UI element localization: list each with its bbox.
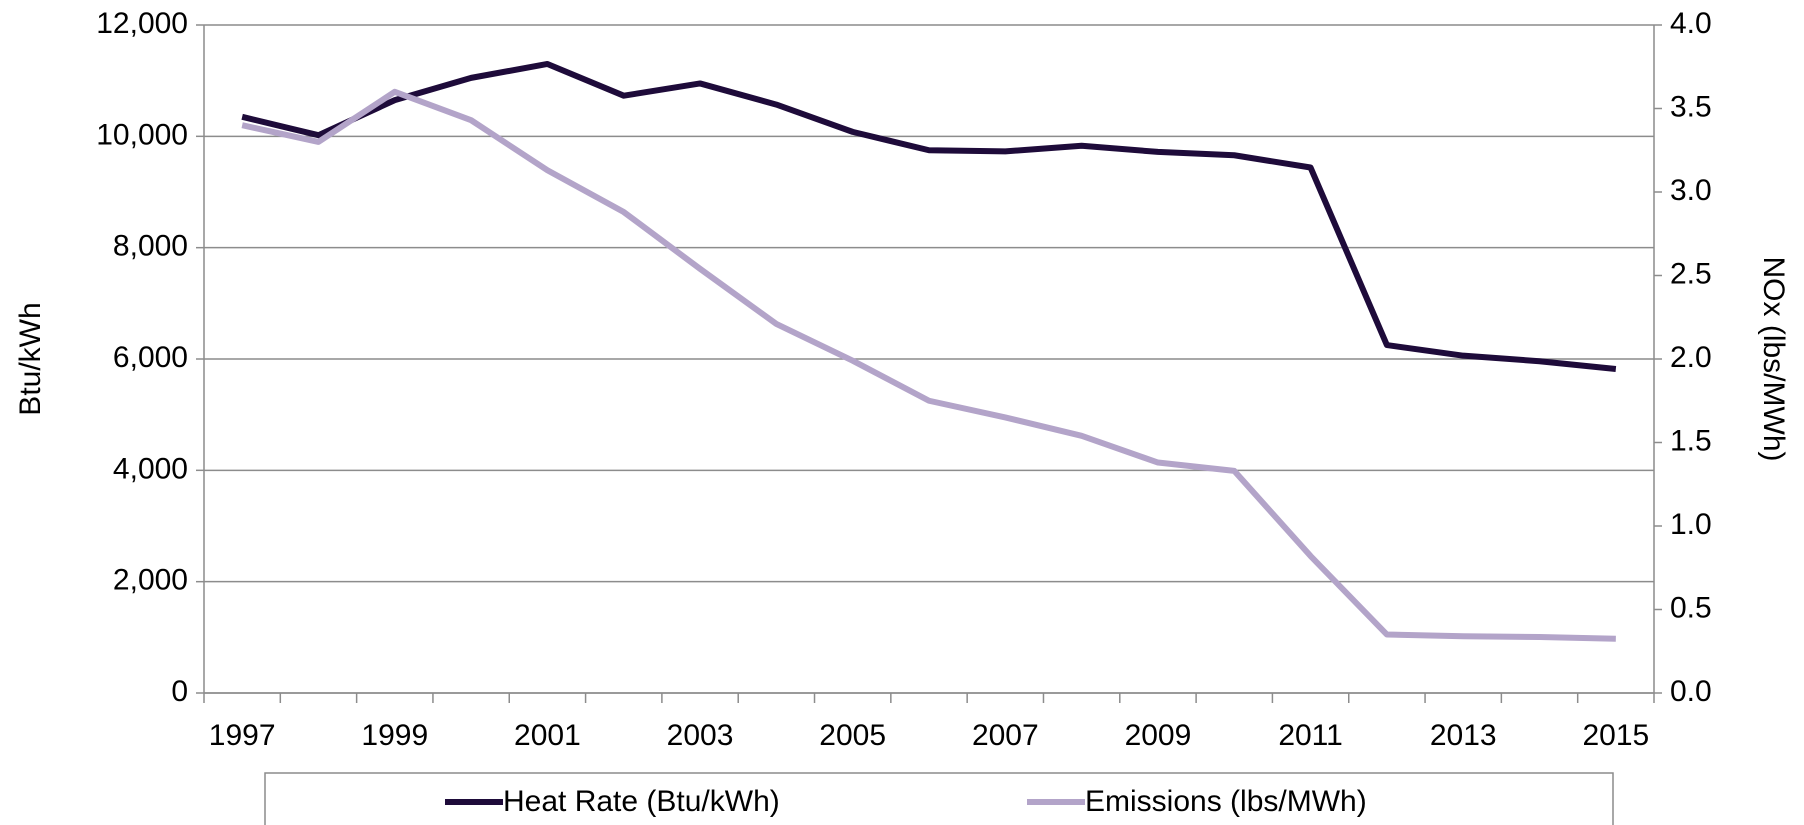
y2-tick-label: 0.5	[1670, 591, 1712, 624]
y2-tick-label: 1.0	[1670, 508, 1712, 541]
y2-tick-label: 4.0	[1670, 7, 1712, 40]
y-tick-label: 4,000	[113, 452, 188, 485]
data-line	[241, 88, 1616, 642]
x-tick-label: 1999	[361, 719, 428, 752]
y2-tick-label: 0.0	[1670, 675, 1712, 708]
y-tick-label: 6,000	[113, 341, 188, 374]
legend-label: Emissions (lbs/MWh)	[1085, 785, 1367, 818]
x-tick-label: 2005	[819, 719, 886, 752]
y-tick-label: 8,000	[113, 230, 188, 263]
x-tick-label: 1997	[209, 719, 276, 752]
data-line	[241, 60, 1617, 373]
x-tick-label: 2003	[667, 719, 734, 752]
y-tick-label: 10,000	[96, 118, 188, 151]
y-tick-label: 0	[171, 675, 188, 708]
x-tick-label: 2007	[972, 719, 1039, 752]
y2-tick-label: 1.5	[1670, 424, 1712, 457]
y2-tick-label: 2.5	[1670, 257, 1712, 290]
y-tick-label: 12,000	[96, 7, 188, 40]
y2-tick-label: 3.5	[1670, 90, 1712, 123]
y-tick-label: 2,000	[113, 564, 188, 597]
legend-label: Heat Rate (Btu/kWh)	[503, 785, 780, 818]
y2-tick-label: 3.0	[1670, 174, 1712, 207]
y-axis-title: Btu/kWh	[14, 302, 47, 415]
x-tick-label: 2001	[514, 719, 581, 752]
x-tick-label: 2011	[1278, 719, 1343, 752]
y2-tick-label: 2.0	[1670, 341, 1712, 374]
x-tick-label: 2013	[1430, 719, 1497, 752]
y2-axis-title: NOx (lbs/MWh)	[1757, 257, 1790, 462]
x-tick-label: 2009	[1125, 719, 1192, 752]
x-tick-label: 2015	[1582, 719, 1649, 752]
legend-box	[264, 772, 1614, 825]
